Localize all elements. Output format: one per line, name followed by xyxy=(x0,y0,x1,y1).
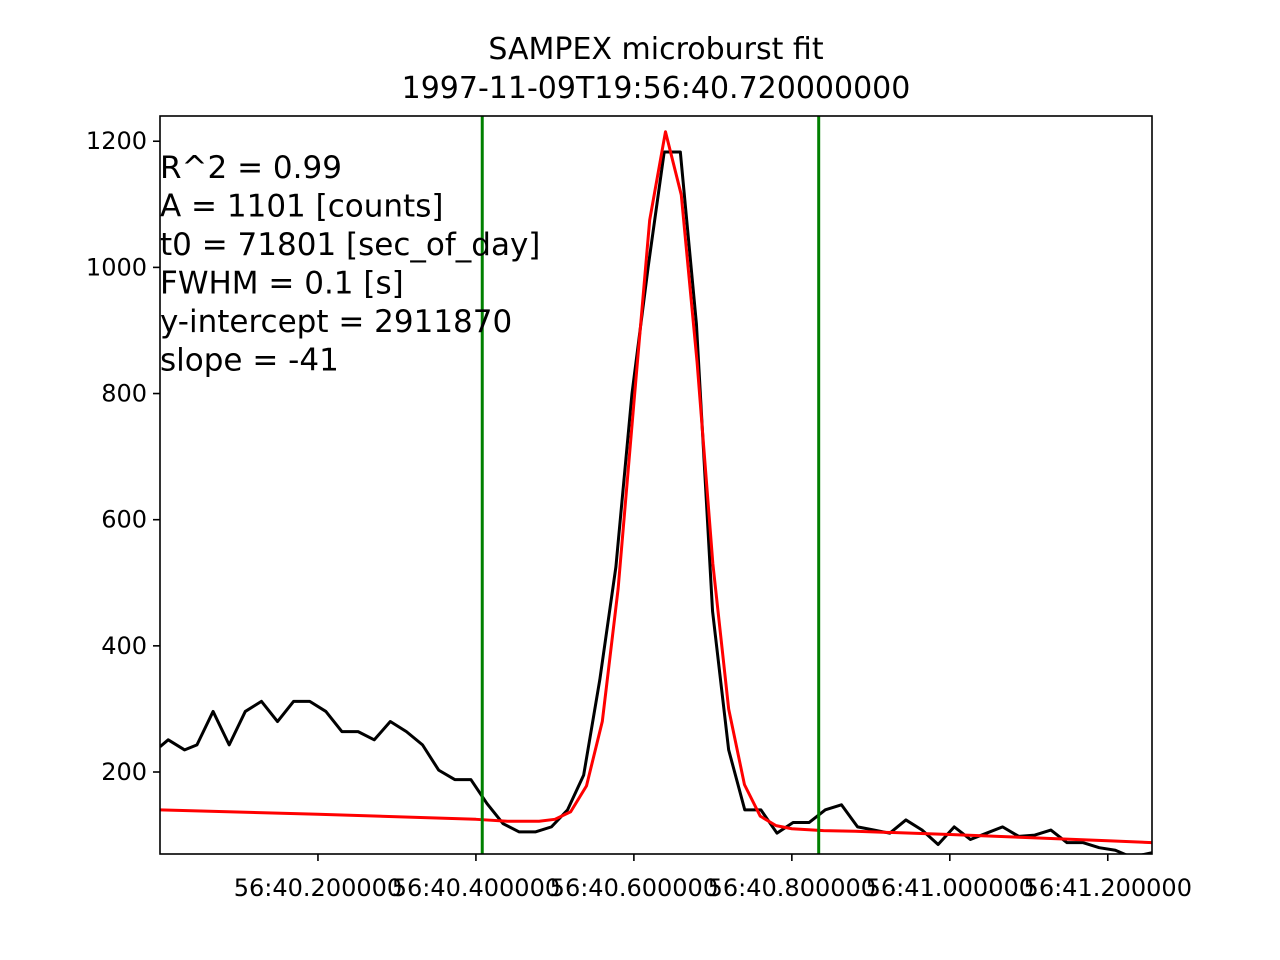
plot-frame xyxy=(159,115,1153,855)
y-tick-label: 1000 xyxy=(86,253,147,281)
y-tick-label: 400 xyxy=(101,632,147,660)
x-tick-label: 56:40.400000 xyxy=(392,874,560,902)
x-tick-label: 56:40.200000 xyxy=(234,874,402,902)
chart-title: SAMPEX microburst fit xyxy=(488,32,823,67)
fit-annotation-line: A = 1101 [counts] xyxy=(160,189,443,225)
fit-annotation-line: R^2 = 0.99 xyxy=(160,150,342,186)
x-tick-label: 56:41.200000 xyxy=(1024,874,1192,902)
fit-annotation-line: y-intercept = 2911870 xyxy=(160,304,512,340)
chart-subtitle: 1997-11-09T19:56:40.720000000 xyxy=(402,71,911,106)
bound-lines xyxy=(480,116,821,854)
y-tick-label: 600 xyxy=(101,506,147,534)
fit-annotation-line: FWHM = 0.1 [s] xyxy=(160,266,404,302)
x-tick-label: 56:41.000000 xyxy=(866,874,1034,902)
x-tick-label: 56:40.800000 xyxy=(708,874,876,902)
fit-annotations: R^2 = 0.99A = 1101 [counts]t0 = 71801 [s… xyxy=(160,150,540,379)
x-tick-label: 56:40.600000 xyxy=(550,874,718,902)
y-tick-label: 800 xyxy=(101,380,147,408)
x-axis: 56:40.20000056:40.40000056:40.60000056:4… xyxy=(234,854,1192,902)
y-tick-label: 200 xyxy=(101,758,147,786)
y-axis: 200 400 600 800 1000 1200 xyxy=(86,127,160,786)
fit-annotation-line: slope = -41 xyxy=(160,343,339,379)
y-tick-label: 1200 xyxy=(86,127,147,155)
fit-annotation-line: t0 = 71801 [sec_of_day] xyxy=(160,227,540,263)
